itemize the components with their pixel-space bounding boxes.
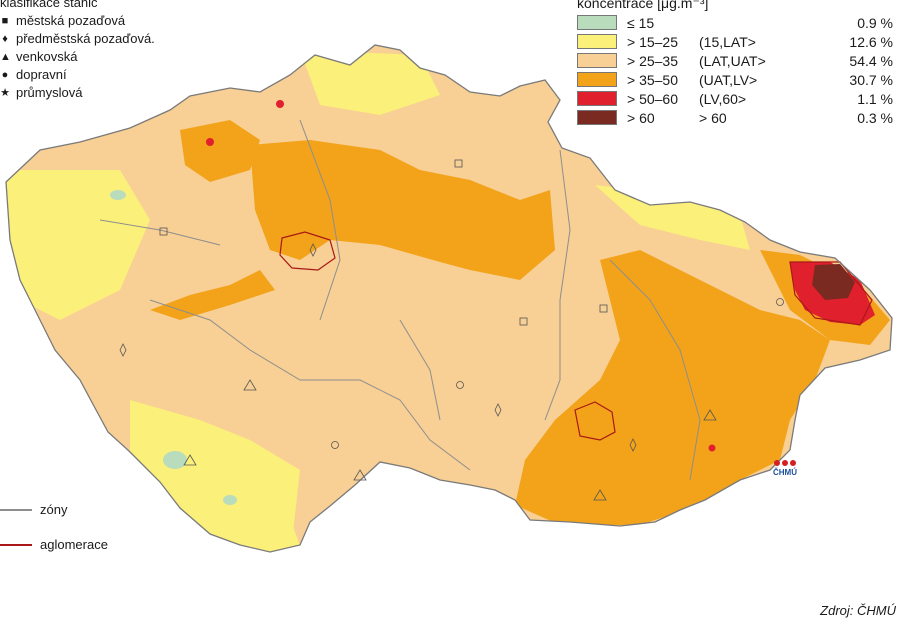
logo-text: ČHMÚ [773, 468, 797, 477]
legend-percent: 30.7 % [849, 71, 893, 88]
area-15-south [223, 495, 237, 505]
legend-range: > 50–60 [627, 90, 678, 107]
area-50-60-usti-dot [206, 138, 214, 146]
legend-range: > 25–35 [627, 52, 678, 69]
zones-label: zóny [40, 502, 68, 517]
area-15-sumava [163, 451, 187, 469]
legend-swatch [577, 15, 617, 30]
station-legend: klasifikace stanic ■ městská pozaďová ♦ … [0, 0, 155, 102]
concentration-legend-title: koncentrace [μg.m⁻³] [577, 0, 709, 11]
legend-percent: 0.3 % [857, 109, 893, 126]
area-35-50-elbe-strip [150, 270, 275, 320]
legend-range: > 15–25 [627, 33, 678, 50]
zones-line-legend: zóny [0, 502, 67, 517]
legend-percent: 1.1 % [857, 90, 893, 107]
diamond-icon: ♦ [2, 33, 8, 45]
station-legend-item: ■ městská pozaďová [0, 12, 155, 30]
legend-range-code: (15,LAT> [699, 33, 756, 50]
station-legend-item: ▲ venkovská [0, 48, 155, 66]
legend-percent: 54.4 % [849, 52, 893, 69]
agglomeration-line-sample [0, 543, 32, 546]
chmu-logo: ČHMÚ [770, 460, 800, 477]
legend-percent: 12.6 % [849, 33, 893, 50]
agglomeration-label: aglomerace [40, 537, 108, 552]
triangle-icon: ▲ [0, 51, 11, 63]
concentration-legend: koncentrace [μg.m⁻³] ≤ 15 0.9 % > 15–25 … [577, 0, 897, 127]
station-legend-label: městská pozaďová [16, 13, 126, 28]
legend-class-row: > 50–60 (LV,60> 1.1 % [577, 89, 897, 108]
legend-range: > 35–50 [627, 71, 678, 88]
legend-class-row: > 60 > 60 0.3 % [577, 108, 897, 127]
station-legend-item: ★ průmyslová [0, 84, 155, 102]
legend-range-code: (UAT,LV> [699, 71, 758, 88]
area-15-25-west [6, 170, 150, 320]
station-legend-title: klasifikace stanic [0, 0, 98, 10]
legend-swatch [577, 91, 617, 106]
legend-class-row: > 15–25 (15,LAT> 12.6 % [577, 32, 897, 51]
circle-icon: ● [1, 69, 9, 81]
legend-range: ≤ 15 [627, 14, 655, 31]
legend-swatch [577, 110, 617, 125]
legend-class-row: ≤ 15 0.9 % [577, 13, 897, 32]
area-50-60-north-dot [276, 100, 284, 108]
square-icon: ■ [1, 15, 9, 27]
zone-line-sample [0, 508, 32, 511]
star-icon: ★ [0, 87, 10, 99]
agglomeration-line-legend: aglomerace [0, 537, 108, 552]
area-35-50-moravia [515, 250, 830, 525]
area-15-25-north [300, 50, 440, 115]
station-legend-label: předměstská pozaďová. [16, 31, 155, 46]
legend-class-row: > 25–35 (LAT,UAT> 54.4 % [577, 51, 897, 70]
legend-swatch [577, 53, 617, 68]
legend-range: > 60 [627, 109, 655, 126]
area-35-50-north-bohemia [180, 120, 260, 182]
station-legend-label: průmyslová [16, 85, 83, 100]
logo-dots [770, 460, 800, 466]
agglomeration-brno [574, 401, 616, 441]
station-markers [119, 159, 784, 501]
station-legend-label: venkovská [16, 49, 78, 64]
source-credit: Zdroj: ČHMÚ [820, 603, 896, 618]
station-legend-item: ♦ předměstská pozaďová. [0, 30, 155, 48]
station-legend-item: ● dopravní [0, 66, 155, 84]
legend-range-code: (LV,60> [699, 90, 747, 107]
legend-percent: 0.9 % [857, 14, 893, 31]
area-15-krusne [110, 190, 126, 200]
area-35-50-central-bohemia [250, 140, 555, 280]
station-legend-label: dopravní [16, 67, 67, 82]
agglomeration-prague [279, 231, 336, 271]
area-15-25-south [200, 470, 305, 552]
area-15-25-northeast [595, 185, 750, 250]
legend-range-code: > 60 [699, 109, 727, 126]
legend-class-row: > 35–50 (UAT,LV> 30.7 % [577, 70, 897, 89]
area-over-60-karvina [812, 264, 855, 300]
legend-swatch [577, 34, 617, 49]
legend-swatch [577, 72, 617, 87]
legend-range-code: (LAT,UAT> [699, 52, 766, 69]
